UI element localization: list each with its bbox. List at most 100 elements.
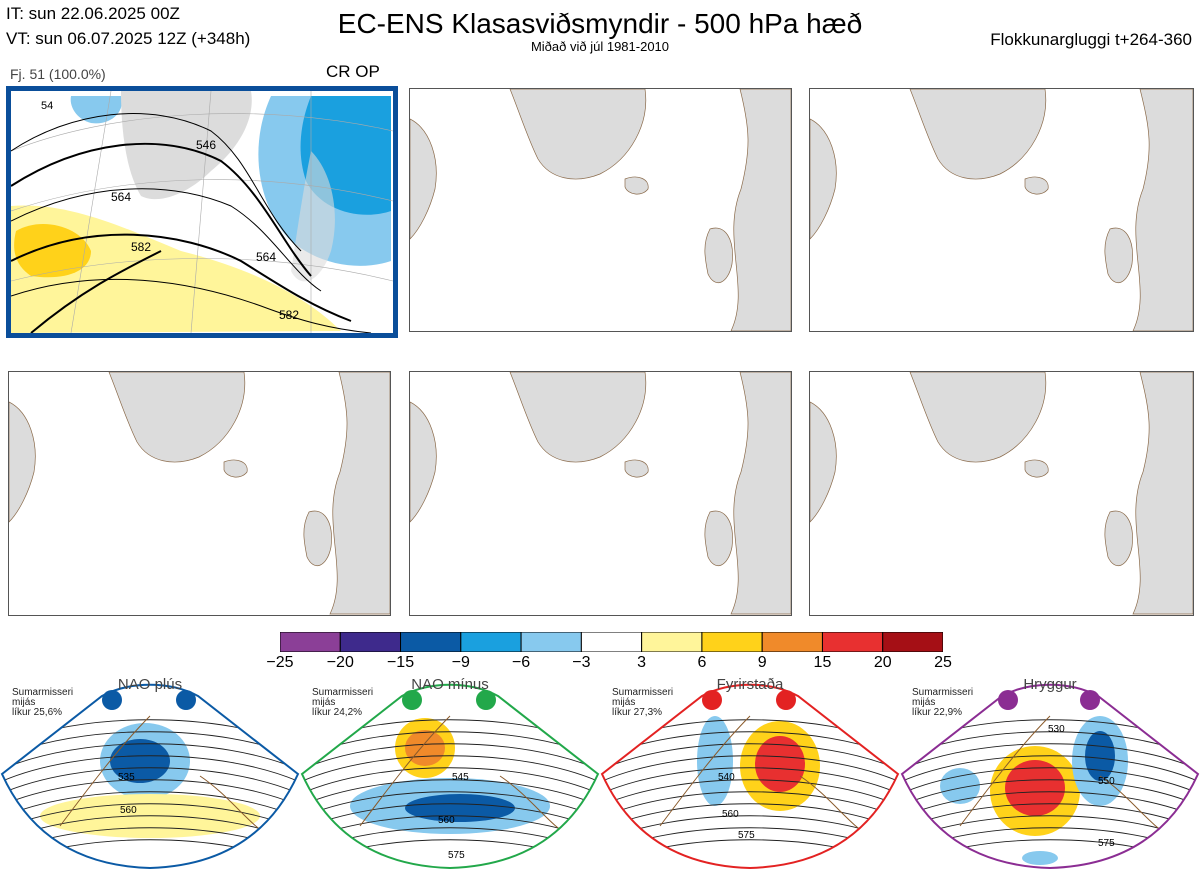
- cluster-anomaly-3: [1085, 731, 1115, 781]
- greenland-land: [909, 89, 1047, 180]
- contour-label-2: 564: [111, 190, 131, 204]
- cluster-anomaly-4: [940, 768, 980, 804]
- cluster-contour-10: [2, 839, 298, 867]
- cluster-nao-plus: 535 560 NAO plús Sumarmisseri mijás líkur…: [0, 676, 300, 871]
- cluster-contour-10: [602, 839, 898, 867]
- britain-land: [704, 227, 733, 284]
- scandinavia-europe-land: [1132, 89, 1193, 331]
- graticule: [11, 91, 393, 333]
- scandinavia-europe-land: [329, 372, 390, 615]
- cluster-contour-7: [602, 803, 898, 831]
- map-panel-4[interactable]: [8, 371, 391, 616]
- map-panel-6[interactable]: [809, 371, 1194, 616]
- cluster-contour-6: [602, 791, 898, 819]
- chart-subtitle: Miðað við júl 1981-2010: [530, 39, 670, 54]
- cluster-contour-4: [302, 767, 598, 795]
- colorbar-swatch-4: [520, 632, 582, 652]
- height-contours: [11, 113, 372, 333]
- colorbar-tick-6: 3: [637, 654, 647, 671]
- cluster-contour-6: [302, 791, 598, 819]
- negative-anomaly-small-area: [70, 96, 122, 124]
- cluster-contour-2: [302, 743, 598, 771]
- britain-land: [1104, 510, 1133, 567]
- cluster-contour-7: [2, 803, 298, 831]
- note-regime: mijás: [912, 697, 936, 708]
- cluster-fan-outline: [600, 683, 900, 870]
- cluster-contour-5: [602, 779, 898, 807]
- note-season: Sumarmisseri: [612, 687, 674, 698]
- cluster-anomaly-1: [110, 739, 170, 783]
- canada-land: [410, 401, 437, 523]
- cluster-contour-6: [2, 791, 298, 819]
- note-regime: mijás: [612, 697, 636, 708]
- cluster-marker-1: [476, 690, 496, 710]
- cluster-fan-outline: [300, 683, 600, 870]
- contour-label-6: 54: [41, 100, 53, 112]
- scandinavia-land: [291, 151, 335, 282]
- colorbar-swatch-2: [400, 632, 462, 652]
- note-probability: líkur 27,3%: [612, 707, 663, 718]
- cluster-contour-label-1: 550: [1098, 776, 1115, 787]
- iceland-land: [624, 459, 649, 478]
- cluster-anomaly-2: [755, 736, 805, 792]
- colorbar-tick-7: 6: [697, 654, 707, 671]
- cluster-fan-outline: [0, 683, 300, 870]
- colorbar-swatch-6: [641, 632, 703, 652]
- iceland-land: [1024, 459, 1049, 478]
- cluster-anomaly-1: [1005, 760, 1065, 816]
- cluster-contour-label-0: 540: [718, 772, 735, 783]
- cluster-contour-7: [302, 803, 598, 831]
- note-probability: líkur 22,9%: [912, 707, 963, 718]
- colorbar-swatch-3: [460, 632, 522, 652]
- cluster-contour-3: [2, 755, 298, 783]
- cluster-contour-3: [302, 755, 598, 783]
- cluster-marker-0: [102, 690, 122, 710]
- britain-land: [704, 510, 733, 567]
- strong-positive-anomaly-area: [14, 223, 91, 278]
- panel-1-tag: CR OP: [326, 62, 380, 81]
- cluster-marker-1: [176, 690, 196, 710]
- greenland-land: [509, 89, 647, 180]
- map-panel-1[interactable]: 546 564 582 564 582 54: [6, 86, 398, 338]
- cluster-contour-label-2: 575: [448, 850, 465, 861]
- britain-land: [303, 510, 332, 567]
- cluster-contour-6: [902, 791, 1198, 819]
- cluster-marker-1: [1080, 690, 1100, 710]
- cluster-title: NAO plús: [117, 676, 183, 693]
- colorbar-tick-8: 9: [757, 654, 767, 671]
- chart-title: EC-ENS Klasasviðsmyndir - 500 hPa hæð: [337, 8, 863, 39]
- cluster-marker-1: [776, 690, 796, 710]
- colorbar-swatch-9: [821, 632, 884, 652]
- note-regime: mijás: [12, 697, 36, 708]
- cluster-contour-5: [902, 779, 1198, 807]
- scandinavia-europe-land: [730, 372, 791, 615]
- cluster-note: Sumarmisseri mijás líkur 27,3%: [612, 688, 673, 718]
- map-panel-2[interactable]: [409, 88, 792, 332]
- cluster-contour-7: [902, 803, 1198, 831]
- cluster-anomaly-3: [405, 794, 515, 822]
- note-season: Sumarmisseri: [912, 687, 974, 698]
- contour-label-5: 582: [279, 308, 299, 322]
- map-panel-6-graphic: [810, 372, 1193, 615]
- scandinavia-europe-land: [1132, 372, 1193, 615]
- cluster-contour-5: [2, 779, 298, 807]
- cluster-anomaly-0: [697, 716, 733, 806]
- map-panel-5[interactable]: [409, 371, 792, 616]
- cluster-contour-2: [2, 743, 298, 771]
- colorbar-tick-5: −3: [572, 654, 591, 671]
- map-panel-3[interactable]: [809, 88, 1194, 332]
- cluster-nao-plus-graphic: 535 560: [0, 683, 300, 870]
- colorbar-swatch-5: [580, 632, 643, 652]
- cluster-contour-label-2: 575: [738, 830, 755, 841]
- note-regime: mijás: [312, 697, 336, 708]
- canada-land: [9, 401, 36, 523]
- colorbar-tick-1: −20: [326, 654, 354, 671]
- cluster-contour-4: [902, 767, 1198, 795]
- valid-time: VT: sun 06.07.2025 12Z (+348h): [6, 29, 251, 48]
- colorbar-tick-3: −9: [451, 654, 470, 671]
- cluster-blocking-graphic: 540 560 575: [600, 683, 900, 870]
- greenland-land: [909, 372, 1047, 463]
- colorbar-tick-4: −6: [511, 654, 531, 671]
- greenland-land: [121, 91, 252, 200]
- cluster-contour-2: [602, 743, 898, 771]
